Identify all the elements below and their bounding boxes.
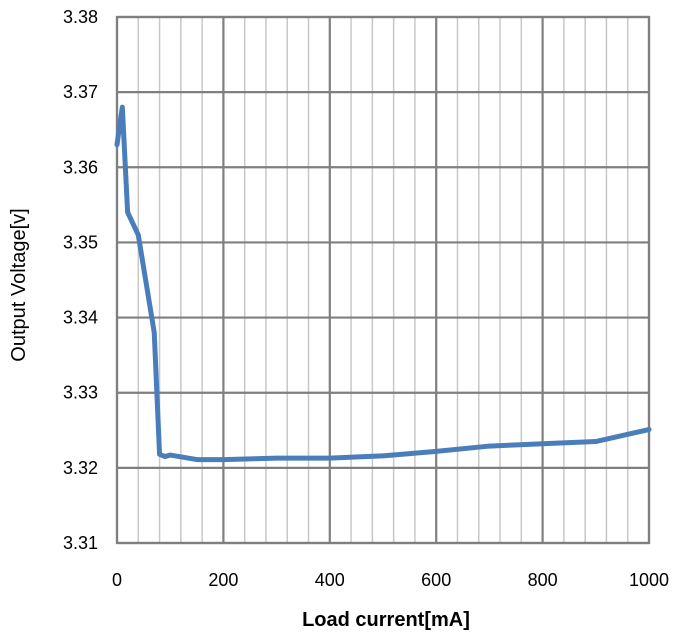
y-tick-label: 3.33 xyxy=(63,383,98,403)
x-tick-label: 1000 xyxy=(629,570,669,590)
y-tick-labels: 3.31 3.32 3.33 3.34 3.35 3.36 3.37 3.38 xyxy=(63,7,98,553)
x-tick-label: 0 xyxy=(112,570,122,590)
y-tick-label: 3.31 xyxy=(63,533,98,553)
x-tick-label: 200 xyxy=(208,570,238,590)
x-tick-label: 800 xyxy=(528,570,558,590)
x-axis-title: Load current[mA] xyxy=(302,609,470,631)
x-tick-label: 400 xyxy=(315,570,345,590)
y-tick-label: 3.38 xyxy=(63,7,98,27)
y-tick-label: 3.32 xyxy=(63,458,98,478)
x-tick-labels: 0 200 400 600 800 1000 xyxy=(112,570,669,590)
x-tick-label: 600 xyxy=(421,570,451,590)
y-tick-label: 3.35 xyxy=(63,232,98,252)
series-layer xyxy=(114,104,652,463)
plot-area xyxy=(117,17,649,543)
plot-background xyxy=(117,17,649,543)
y-tick-label: 3.37 xyxy=(63,82,98,102)
series-line-0 xyxy=(114,104,652,463)
plot-border xyxy=(115,15,651,545)
y-tick-label: 3.34 xyxy=(63,308,98,328)
minor-gridlines xyxy=(137,17,629,543)
plot-frame xyxy=(115,15,651,545)
y-axis-title: Output Voltage[v] xyxy=(8,208,30,361)
y-tick-label: 3.36 xyxy=(63,157,98,177)
